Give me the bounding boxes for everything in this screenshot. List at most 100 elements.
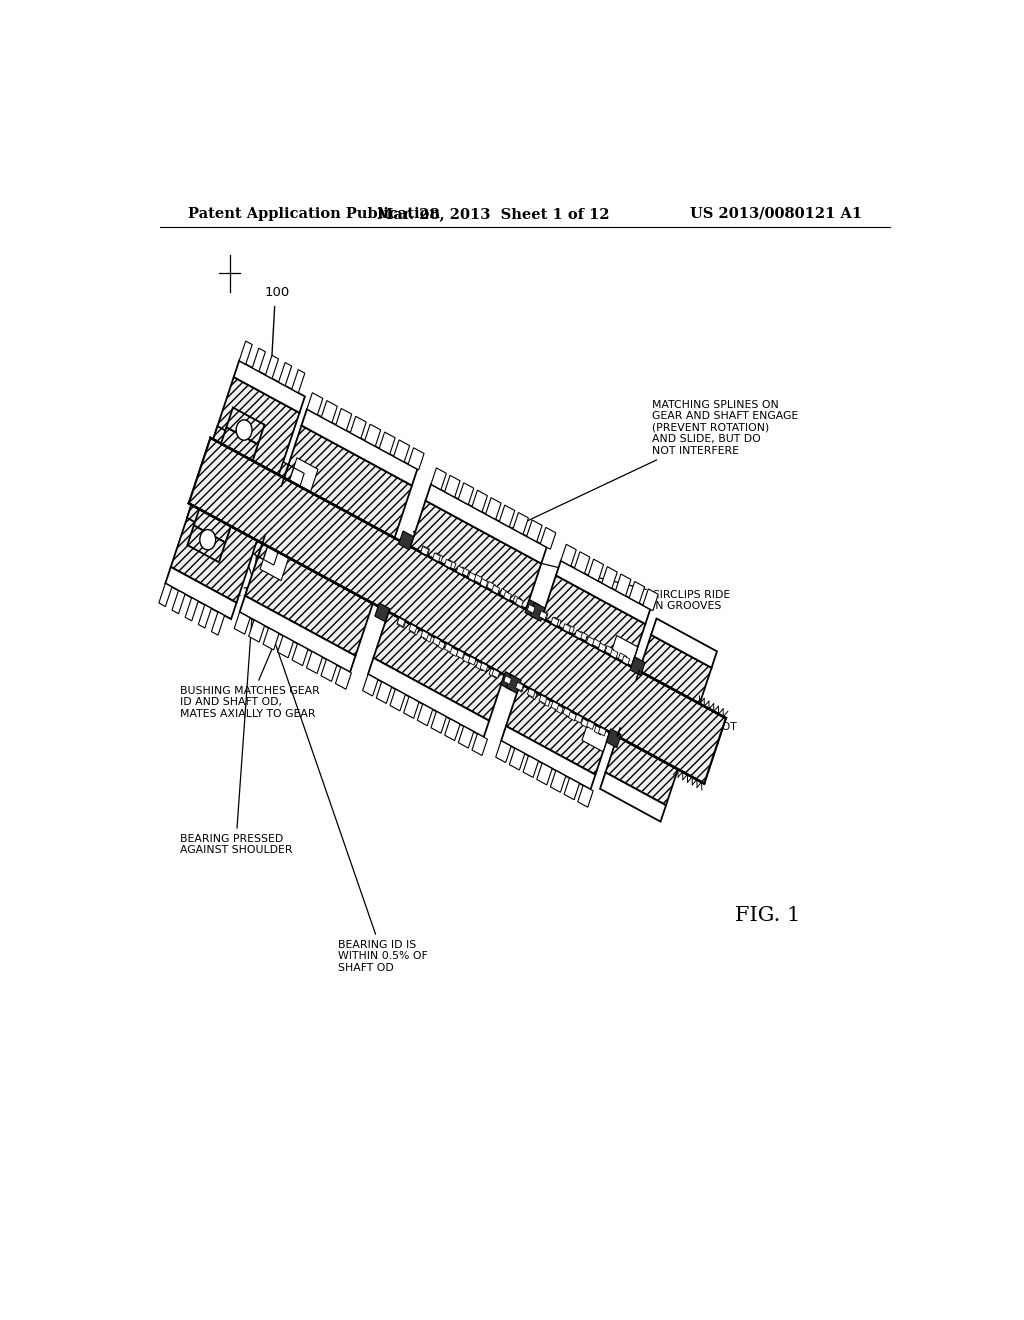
Polygon shape: [509, 748, 525, 770]
Polygon shape: [506, 684, 609, 775]
Polygon shape: [587, 721, 594, 730]
Polygon shape: [485, 498, 501, 520]
Polygon shape: [411, 500, 542, 610]
Polygon shape: [459, 726, 474, 748]
Polygon shape: [194, 510, 230, 543]
Polygon shape: [409, 447, 424, 470]
Polygon shape: [530, 602, 545, 622]
Polygon shape: [630, 657, 645, 676]
Polygon shape: [537, 763, 552, 785]
Polygon shape: [579, 631, 588, 642]
Polygon shape: [480, 578, 487, 587]
Polygon shape: [398, 531, 414, 549]
Polygon shape: [397, 618, 404, 627]
Polygon shape: [526, 603, 535, 612]
Polygon shape: [542, 576, 645, 667]
Text: BUSHING MATCHES GEAR
ID AND SHAFT OD,
MATES AXIALLY TO GEAR: BUSHING MATCHES GEAR ID AND SHAFT OD, MA…: [179, 465, 350, 719]
Text: BEARING PRESSED
AGAINST SHOULDER: BEARING PRESSED AGAINST SHOULDER: [179, 447, 292, 855]
Polygon shape: [423, 632, 432, 642]
Polygon shape: [213, 426, 257, 461]
Polygon shape: [336, 667, 351, 689]
Polygon shape: [379, 432, 395, 454]
Polygon shape: [606, 729, 622, 747]
Polygon shape: [393, 440, 410, 462]
Polygon shape: [322, 400, 337, 422]
Polygon shape: [463, 653, 471, 664]
Polygon shape: [552, 618, 561, 627]
Polygon shape: [390, 689, 406, 711]
Polygon shape: [263, 628, 280, 649]
Polygon shape: [368, 657, 489, 737]
Polygon shape: [500, 589, 509, 599]
Polygon shape: [574, 714, 583, 723]
Polygon shape: [551, 618, 559, 626]
Polygon shape: [253, 540, 267, 560]
Polygon shape: [444, 560, 453, 568]
Polygon shape: [506, 675, 521, 693]
Polygon shape: [226, 408, 264, 445]
Polygon shape: [240, 595, 355, 672]
Polygon shape: [643, 589, 658, 611]
Polygon shape: [426, 484, 547, 564]
Polygon shape: [350, 416, 367, 438]
Polygon shape: [279, 363, 292, 385]
Polygon shape: [594, 725, 603, 735]
Polygon shape: [486, 581, 496, 591]
Circle shape: [222, 477, 242, 500]
Polygon shape: [615, 574, 631, 595]
Polygon shape: [525, 599, 540, 618]
Text: 105: 105: [209, 546, 234, 560]
Polygon shape: [403, 697, 419, 718]
Polygon shape: [258, 544, 279, 565]
Polygon shape: [651, 619, 717, 668]
Text: 110: 110: [644, 789, 670, 803]
Text: 122: 122: [186, 543, 212, 556]
Polygon shape: [434, 553, 442, 562]
Polygon shape: [249, 620, 264, 642]
Polygon shape: [421, 545, 430, 556]
Polygon shape: [444, 719, 460, 741]
Polygon shape: [376, 681, 392, 704]
Polygon shape: [574, 552, 590, 574]
Polygon shape: [431, 711, 446, 733]
Polygon shape: [489, 668, 498, 678]
Polygon shape: [433, 638, 440, 645]
Polygon shape: [540, 694, 547, 704]
Polygon shape: [629, 582, 645, 603]
Polygon shape: [555, 704, 563, 714]
Polygon shape: [240, 341, 252, 364]
Polygon shape: [527, 605, 536, 614]
Polygon shape: [468, 573, 476, 581]
Polygon shape: [473, 574, 482, 585]
Text: 115: 115: [267, 578, 293, 591]
Polygon shape: [457, 649, 464, 659]
Polygon shape: [504, 591, 511, 601]
Polygon shape: [492, 585, 500, 594]
Polygon shape: [574, 630, 583, 639]
Polygon shape: [515, 682, 524, 692]
Polygon shape: [639, 635, 712, 704]
Polygon shape: [265, 355, 279, 379]
Polygon shape: [234, 612, 250, 634]
Polygon shape: [556, 561, 650, 624]
Polygon shape: [284, 465, 304, 487]
Polygon shape: [188, 438, 726, 784]
Text: MATCHING SPLINES ON
GEAR AND SHAFT ENGAGE
(PREVENT ROTATION)
AND SLIDE, BUT DO
N: MATCHING SPLINES ON GEAR AND SHAFT ENGAG…: [490, 400, 798, 539]
Polygon shape: [568, 710, 577, 721]
Polygon shape: [187, 504, 230, 540]
Polygon shape: [459, 483, 474, 504]
Text: 121: 121: [225, 586, 251, 599]
Polygon shape: [365, 424, 381, 446]
Polygon shape: [433, 553, 440, 562]
Polygon shape: [540, 610, 548, 620]
Polygon shape: [444, 475, 460, 498]
Polygon shape: [418, 704, 433, 726]
Polygon shape: [581, 718, 590, 727]
Circle shape: [653, 702, 693, 754]
Text: US 2013/0080121 A1: US 2013/0080121 A1: [690, 207, 862, 220]
Polygon shape: [528, 689, 538, 700]
Polygon shape: [306, 652, 323, 673]
Polygon shape: [565, 624, 574, 635]
Polygon shape: [279, 462, 294, 480]
Polygon shape: [292, 370, 305, 393]
